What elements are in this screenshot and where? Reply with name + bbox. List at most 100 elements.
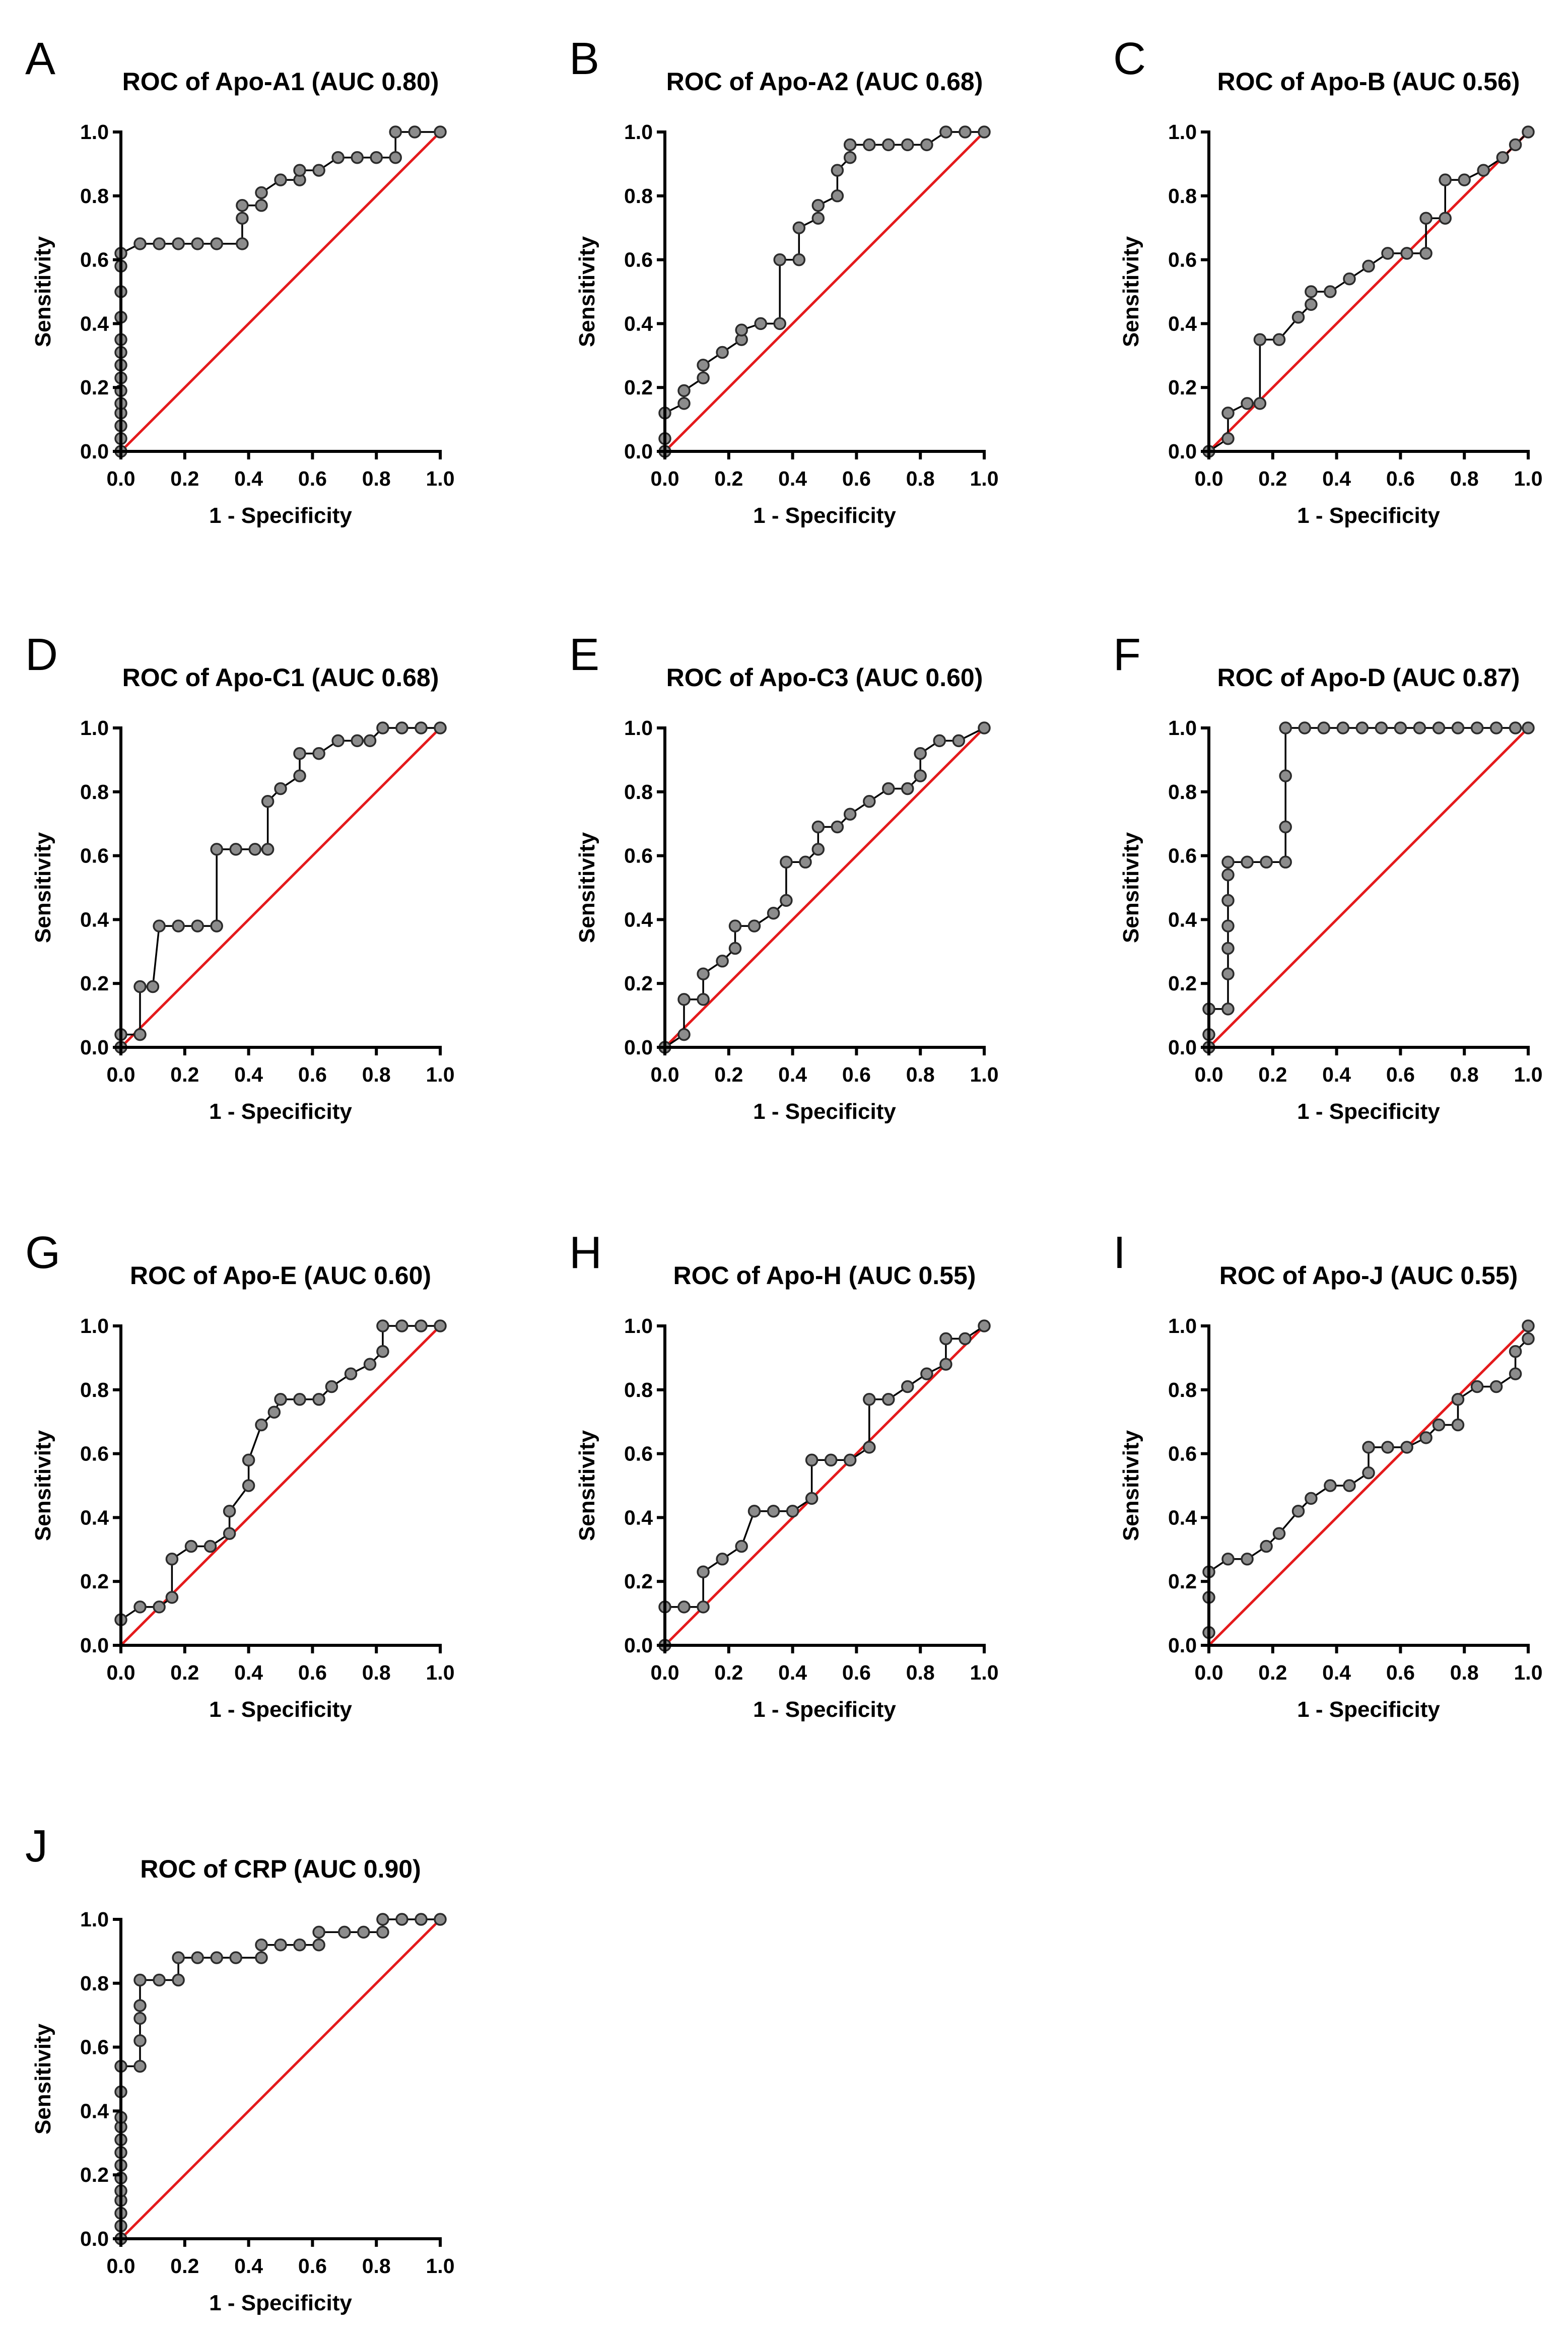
x-tick-label: 0.6 bbox=[298, 2254, 327, 2278]
roc-point bbox=[248, 843, 262, 856]
roc-point bbox=[1394, 721, 1407, 734]
reference-diagonal-line bbox=[664, 131, 985, 452]
roc-point bbox=[863, 795, 876, 808]
x-tick-label: 0.8 bbox=[362, 2254, 391, 2278]
roc-point bbox=[293, 747, 306, 760]
y-tick-label: 0.4 bbox=[624, 1506, 653, 1529]
roc-point bbox=[376, 1913, 389, 1926]
roc-point bbox=[1400, 1441, 1413, 1454]
roc-point bbox=[184, 1540, 198, 1553]
x-tick-label: 0.6 bbox=[842, 467, 871, 490]
roc-point bbox=[1324, 285, 1337, 298]
x-tick-label: 0.4 bbox=[1322, 1063, 1351, 1086]
roc-point bbox=[1279, 721, 1292, 734]
roc-point bbox=[312, 164, 325, 177]
roc-point bbox=[735, 323, 748, 337]
y-tick-label: 1.0 bbox=[1168, 716, 1197, 740]
roc-point bbox=[351, 151, 364, 164]
roc-point bbox=[1400, 247, 1413, 260]
x-tick-label: 0.8 bbox=[362, 467, 391, 490]
roc-point bbox=[1241, 1553, 1254, 1566]
reference-diagonal-line bbox=[664, 1325, 985, 1646]
x-tick-label: 0.8 bbox=[1450, 1661, 1479, 1684]
y-tick-label: 0.8 bbox=[624, 184, 653, 208]
x-tick-label: 1.0 bbox=[426, 2254, 455, 2278]
roc-point bbox=[1279, 855, 1292, 869]
roc-point bbox=[1419, 212, 1433, 225]
roc-point bbox=[434, 1319, 447, 1332]
roc-point bbox=[882, 782, 895, 795]
roc-point bbox=[920, 138, 933, 152]
roc-point bbox=[959, 125, 972, 139]
roc-point bbox=[351, 734, 364, 748]
x-tick-label: 0.8 bbox=[906, 1661, 935, 1684]
y-tick-label: 1.0 bbox=[624, 1314, 653, 1338]
x-tick-label: 0.4 bbox=[778, 467, 807, 490]
x-tick-label: 0.8 bbox=[362, 1661, 391, 1684]
roc-point bbox=[1451, 1393, 1465, 1406]
roc-point bbox=[716, 1553, 729, 1566]
roc-point bbox=[1221, 919, 1235, 932]
y-axis-label: Sensitivity bbox=[575, 1430, 599, 1541]
panel-letter: D bbox=[25, 630, 58, 680]
roc-point bbox=[165, 1553, 179, 1566]
x-axis-label: 1 - Specificity bbox=[753, 1099, 896, 1124]
roc-point bbox=[767, 1504, 780, 1518]
roc-point bbox=[191, 237, 204, 250]
y-tick-label: 0.4 bbox=[1168, 1506, 1197, 1529]
y-tick-label: 0.0 bbox=[80, 2227, 109, 2250]
x-tick-label: 0.2 bbox=[714, 467, 743, 490]
chart-title: ROC of Apo-C3 (AUC 0.60) bbox=[666, 663, 983, 692]
y-axis-label: Sensitivity bbox=[575, 236, 599, 347]
roc-point bbox=[697, 993, 710, 1006]
roc-point bbox=[133, 2012, 147, 2025]
roc-point bbox=[376, 721, 389, 734]
x-tick-label: 0.0 bbox=[107, 1063, 135, 1086]
roc-point bbox=[978, 125, 991, 139]
reference-diagonal-line bbox=[120, 1918, 441, 2240]
roc-point bbox=[952, 734, 966, 748]
x-tick-label: 0.0 bbox=[107, 1661, 135, 1684]
roc-point bbox=[261, 843, 275, 856]
roc-point bbox=[1343, 272, 1356, 286]
y-tick-label: 0.6 bbox=[624, 844, 653, 867]
roc-point bbox=[1298, 721, 1311, 734]
roc-point bbox=[1381, 247, 1394, 260]
roc-point bbox=[1272, 333, 1286, 346]
roc-panel-f: F ROC of Apo-D (AUC 0.87) 0.0 0.2 0.4 0.6 0.8 1… bbox=[1113, 630, 1543, 1124]
y-tick-label: 0.2 bbox=[1168, 376, 1197, 399]
roc-point bbox=[363, 734, 377, 748]
roc-point bbox=[229, 1951, 242, 1964]
roc-point bbox=[1260, 1540, 1273, 1553]
roc-point bbox=[172, 1973, 185, 1987]
roc-point bbox=[863, 138, 876, 152]
x-tick-label: 1.0 bbox=[1514, 1661, 1543, 1684]
panel-letter: F bbox=[1113, 630, 1141, 680]
roc-panel-i: I ROC of Apo-J (AUC 0.55) 0.0 0.2 0.4 0.6 0.8 1… bbox=[1113, 1228, 1543, 1722]
roc-point bbox=[1522, 1332, 1535, 1346]
roc-point bbox=[133, 1600, 147, 1614]
roc-point bbox=[255, 1951, 268, 1964]
roc-point bbox=[1221, 1553, 1235, 1566]
y-axis-label: Sensitivity bbox=[575, 832, 599, 943]
panel-letter: B bbox=[569, 34, 599, 84]
x-tick-label: 0.4 bbox=[1322, 467, 1351, 490]
roc-point bbox=[312, 1393, 325, 1406]
roc-point bbox=[312, 747, 325, 760]
x-tick-label: 0.6 bbox=[298, 1661, 327, 1684]
roc-point bbox=[376, 1345, 389, 1358]
roc-point bbox=[395, 1319, 408, 1332]
x-tick-label: 0.0 bbox=[107, 2254, 135, 2278]
roc-point bbox=[395, 721, 408, 734]
roc-point bbox=[780, 855, 793, 869]
roc-point bbox=[1362, 259, 1375, 273]
y-tick-label: 0.0 bbox=[624, 1036, 653, 1059]
x-tick-label: 0.8 bbox=[362, 1063, 391, 1086]
x-tick-label: 0.2 bbox=[170, 2254, 199, 2278]
x-axis-label: 1 - Specificity bbox=[753, 503, 896, 528]
roc-point bbox=[799, 855, 812, 869]
y-tick-label: 0.6 bbox=[624, 248, 653, 272]
x-tick-label: 0.2 bbox=[170, 467, 199, 490]
x-axis-label: 1 - Specificity bbox=[209, 503, 352, 528]
